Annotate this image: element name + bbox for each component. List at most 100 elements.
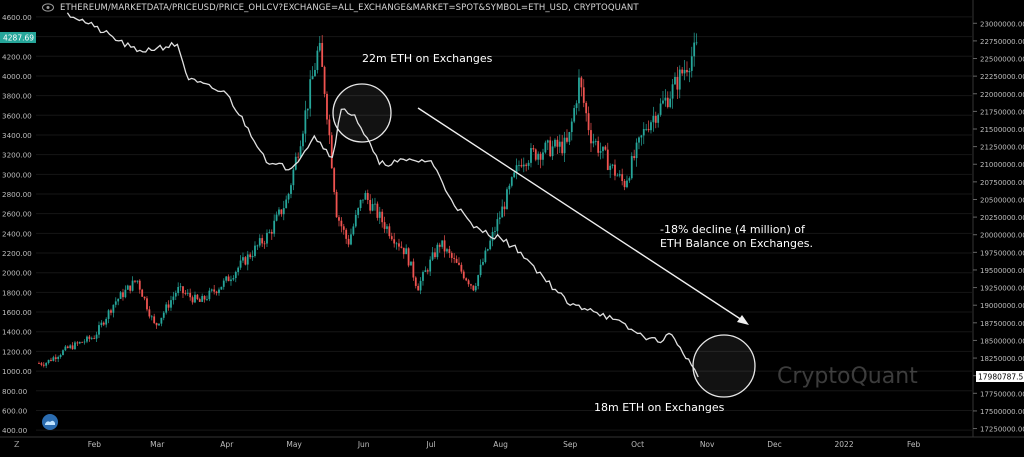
- right-tick-label: 22750000.00: [980, 38, 1024, 46]
- candle-body: [477, 275, 480, 287]
- candle-body: [611, 164, 614, 166]
- candle-body: [395, 243, 398, 245]
- right-tick-label: 20500000.00: [980, 196, 1024, 204]
- candle-body: [107, 310, 110, 319]
- candle-body: [578, 77, 580, 104]
- candle-body: [602, 146, 604, 152]
- candle-body: [105, 318, 108, 325]
- candle-body: [681, 69, 684, 74]
- candle-body: [525, 164, 528, 166]
- timezone-icon[interactable]: Z: [14, 440, 20, 449]
- candle-body: [537, 153, 540, 160]
- candle-body: [614, 164, 616, 176]
- candle-body: [460, 264, 463, 272]
- candle-body: [530, 148, 532, 163]
- grid: [36, 16, 972, 431]
- candle-body: [177, 286, 180, 293]
- candle-body: [314, 69, 316, 77]
- candle-body: [210, 289, 213, 291]
- candle-body: [273, 220, 276, 234]
- candle-body: [350, 234, 352, 245]
- candle-body: [258, 238, 261, 246]
- bottom-highlight-circle: [692, 334, 756, 398]
- candle-body: [542, 152, 544, 160]
- candle-body: [342, 226, 345, 230]
- candle-body: [158, 323, 160, 326]
- candle-body: [587, 113, 590, 131]
- candle-body: [626, 180, 628, 188]
- candle-body: [201, 296, 204, 302]
- time-tick-label: Feb: [88, 440, 102, 449]
- candle-body: [546, 140, 549, 143]
- annotation-decline-line2: ETH Balance on Exchanges.: [660, 237, 813, 250]
- candle-body: [450, 253, 453, 258]
- cryptoquant-badge-icon[interactable]: [42, 414, 58, 430]
- right-tick-label: 19250000.00: [980, 285, 1024, 293]
- candle-body: [131, 280, 134, 291]
- candle-body: [40, 363, 43, 365]
- candle-body: [575, 103, 578, 109]
- candle-body: [290, 185, 292, 194]
- candle-body: [352, 226, 355, 235]
- right-tick-label: 18250000.00: [980, 355, 1024, 363]
- candle-body: [638, 137, 640, 143]
- candle-body: [544, 142, 547, 153]
- candle-body: [59, 354, 62, 357]
- candle-body: [616, 175, 619, 177]
- candle-body: [590, 130, 592, 144]
- right-tick-label: 23000000.00: [980, 20, 1024, 28]
- candle-body: [102, 322, 105, 325]
- current-balance-label: 17980787.57: [978, 373, 1024, 382]
- candle-body: [242, 257, 244, 261]
- candle-body: [402, 247, 405, 255]
- candle-body: [455, 258, 458, 263]
- candle-body: [297, 156, 300, 158]
- candle-body: [98, 325, 100, 335]
- candle-body: [122, 292, 124, 298]
- candle-body: [93, 338, 96, 339]
- candle-body: [465, 278, 468, 281]
- candle-body: [74, 342, 76, 350]
- candle-body: [429, 259, 432, 272]
- left-tick-label: 4200.00: [2, 52, 32, 61]
- candle-body: [237, 267, 240, 272]
- candle-body: [390, 236, 393, 240]
- candle-body: [371, 204, 374, 211]
- candle-body: [503, 206, 506, 210]
- left-tick-label: 1800.00: [2, 288, 32, 297]
- annotation-decline-line1: -18% decline (4 million) of: [660, 223, 806, 236]
- candle-body: [234, 271, 237, 279]
- candle-body: [628, 178, 631, 181]
- candle-body: [268, 231, 271, 233]
- right-balance-axis: 17250000.0017500000.0017750000.001800000…: [972, 0, 1024, 437]
- candle-body: [114, 301, 117, 305]
- current-balance-tag: [976, 371, 1024, 382]
- candle-body: [162, 312, 165, 318]
- candle-body: [609, 165, 612, 170]
- candle-body: [683, 69, 686, 74]
- candle-body: [414, 277, 417, 286]
- candle-body: [321, 42, 324, 67]
- candle-body: [489, 240, 492, 250]
- candle-body: [434, 252, 436, 258]
- visibility-eye-icon[interactable]: [42, 3, 54, 12]
- time-tick-label: May: [286, 440, 302, 449]
- annotation-bottom: 18m ETH on Exchanges: [594, 401, 725, 414]
- right-tick-label: 22250000.00: [980, 73, 1024, 81]
- candle-body: [134, 280, 136, 282]
- candle-body: [153, 316, 156, 323]
- candle-body: [431, 252, 434, 260]
- candle-body: [76, 342, 79, 344]
- candle-body: [633, 156, 636, 159]
- candle-body: [45, 362, 48, 366]
- candle-body: [597, 140, 600, 153]
- candle-body: [599, 151, 602, 153]
- candle-body: [213, 289, 216, 292]
- candle-body: [42, 364, 45, 366]
- left-price-axis: 400.00 600.00 800.00 1000.00 1200.00 1400.00 1…: [2, 13, 32, 435]
- candle-body: [436, 244, 439, 258]
- candle-body: [309, 79, 312, 109]
- time-tick-label: Dec: [767, 440, 782, 449]
- left-tick-label: 2400.00: [2, 229, 32, 238]
- candle-body: [54, 357, 57, 359]
